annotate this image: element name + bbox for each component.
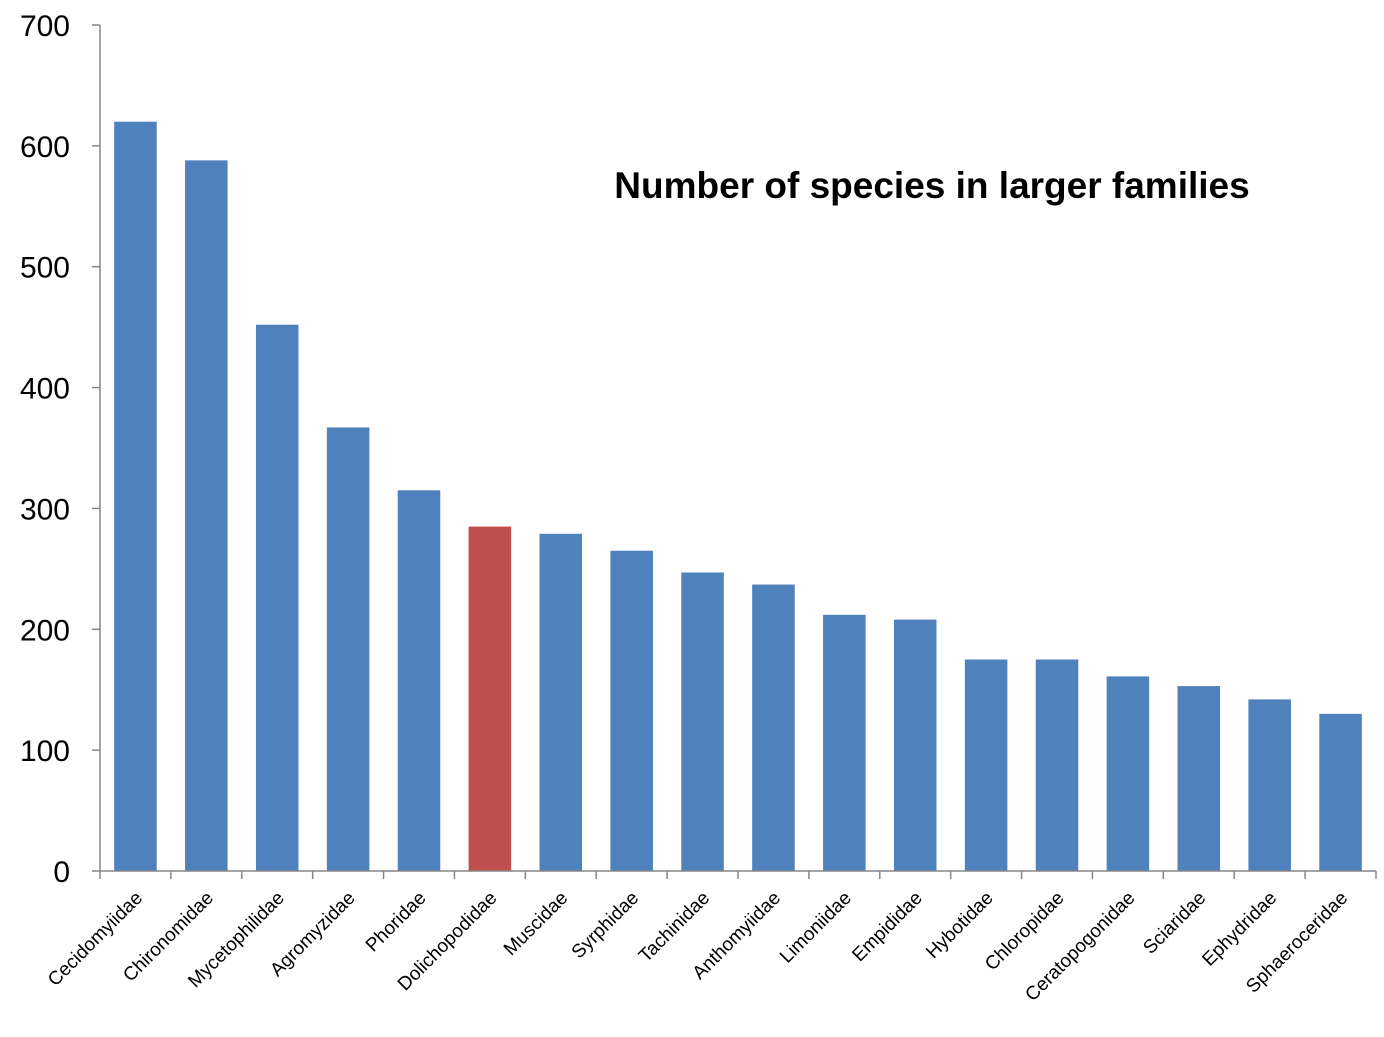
y-tick-label: 100	[20, 735, 70, 768]
y-tick-label: 700	[20, 10, 70, 43]
bar-mycetophilidae	[255, 324, 299, 871]
x-tick-label-limoniidae: Limoniidae	[776, 888, 856, 968]
bar-ceratopogonidae	[1106, 676, 1150, 871]
bar-chloropidae	[1035, 659, 1079, 871]
bar-ephydridae	[1248, 699, 1291, 871]
y-tick-label: 300	[20, 493, 70, 526]
bar-phoridae	[397, 490, 441, 871]
bar-agromyzidae	[326, 427, 370, 871]
x-tick-label-phoridae: Phoridae	[362, 888, 431, 957]
chart-title: Number of species in larger families	[614, 165, 1249, 206]
y-tick-label: 500	[20, 252, 70, 285]
y-tick-label: 400	[20, 373, 70, 406]
bar-sphaeroceridae	[1319, 713, 1362, 871]
bar-limoniidae	[823, 614, 866, 871]
bars-group	[114, 121, 1362, 872]
x-tick-label-syrphidae: Syrphidae	[568, 888, 643, 963]
bar-sciaridae	[1177, 686, 1221, 871]
bar-muscidae	[539, 533, 583, 871]
x-tick-label-hybotidae: Hybotidae	[922, 888, 997, 963]
bar-anthomyiidae	[752, 584, 795, 871]
bar-syrphidae	[610, 550, 653, 871]
bar-chironomidae	[185, 160, 228, 872]
x-tick-label-empididae: Empididae	[848, 888, 926, 966]
y-tick-label: 200	[20, 614, 70, 647]
bar-cecidomyiidae	[114, 121, 157, 871]
x-axis: CecidomyiidaeChironomidaeMycetophilidaeA…	[44, 870, 1377, 1006]
bar-empididae	[893, 619, 937, 871]
bar-hybotidae	[964, 659, 1008, 871]
bar-tachinidae	[681, 572, 724, 871]
y-tick-label: 600	[20, 131, 70, 164]
bar-dolichopodidae	[468, 526, 512, 871]
x-tick-label-muscidae: Muscidae	[500, 888, 572, 960]
y-axis: 0 100 200 300 400 500 600 700	[20, 10, 101, 889]
x-tick-label-sciaridae: Sciaridae	[1139, 888, 1210, 959]
y-tick-label: 0	[53, 856, 70, 889]
